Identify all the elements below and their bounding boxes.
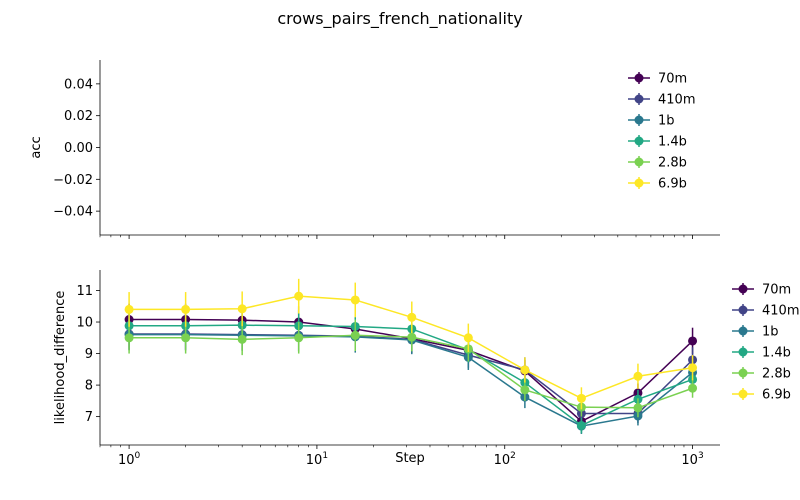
- data-point: [688, 363, 698, 373]
- data-point: [181, 304, 191, 314]
- data-point: [124, 304, 134, 314]
- legend-marker: [634, 94, 644, 104]
- y-axis-label: likelihood_difference: [53, 291, 68, 425]
- chart-title: crows_pairs_french_nationality: [277, 9, 522, 29]
- data-point: [350, 295, 360, 305]
- data-point: [294, 291, 304, 301]
- legend: 70m 410m 1b 1.4b 2.8b 6.9b: [732, 283, 799, 403]
- y-tick-label: 7: [85, 410, 93, 425]
- legend-marker: [738, 347, 748, 357]
- series-line: [129, 334, 693, 409]
- data-point: [633, 403, 643, 413]
- legend-label: 410m: [762, 304, 799, 319]
- x-tick-label: 103: [681, 451, 703, 468]
- legend-marker: [634, 115, 644, 125]
- data-point: [576, 420, 586, 430]
- legend-marker: [634, 73, 644, 83]
- y-tick-label: 11: [76, 284, 93, 299]
- x-axis-label: Step: [395, 451, 425, 466]
- x-tick-label: 100: [118, 451, 141, 468]
- legend-label: 2.8b: [762, 367, 791, 382]
- y-axis-label: acc: [29, 136, 44, 158]
- legend-label: 1.4b: [658, 135, 687, 150]
- data-point: [181, 333, 191, 343]
- data-point: [294, 333, 304, 343]
- legend-label: 6.9b: [762, 388, 791, 403]
- data-point: [124, 333, 134, 343]
- x-tick-label: 101: [306, 451, 328, 468]
- legend-label: 1b: [658, 114, 675, 129]
- data-point: [688, 383, 698, 393]
- data-point: [237, 334, 247, 344]
- data-point: [520, 385, 530, 395]
- data-point: [350, 330, 360, 340]
- data-point: [407, 332, 417, 342]
- y-tick-label: 9: [85, 347, 93, 362]
- series-line: [129, 295, 693, 400]
- series-line: [129, 333, 694, 415]
- legend-marker: [738, 305, 748, 315]
- data-point: [520, 365, 530, 375]
- series-70m: [124, 303, 698, 430]
- legend: 70m 410m 1b 1.4b 2.8b 6.9b: [628, 72, 695, 192]
- y-tick-label: 0.04: [64, 77, 93, 92]
- legend-label: 70m: [658, 72, 687, 87]
- y-tick-label: −0.04: [53, 205, 93, 220]
- series-1-4b: [124, 309, 698, 434]
- y-tick-label: 10: [76, 316, 93, 331]
- subplot-likelihood-difference: 7 8 9 10 11 likelihood_difference 100 101 102 103…: [53, 270, 799, 468]
- y-tick-label: 0.00: [64, 141, 93, 156]
- data-point: [237, 304, 247, 314]
- data-point: [633, 371, 643, 381]
- legend-marker: [738, 284, 748, 294]
- legend-marker: [634, 178, 644, 188]
- data-point: [463, 333, 473, 343]
- y-tick-label: 8: [85, 379, 93, 394]
- legend-marker: [738, 389, 748, 399]
- data-point: [688, 336, 698, 346]
- legend-marker: [634, 136, 644, 146]
- legend-marker: [738, 326, 748, 336]
- legend-label: 1.4b: [762, 346, 791, 361]
- legend-marker: [738, 368, 748, 378]
- legend-label: 1b: [762, 325, 779, 340]
- y-tick-label: −0.02: [53, 173, 93, 188]
- legend-label: 2.8b: [658, 156, 687, 171]
- x-tick-label: 102: [494, 451, 516, 468]
- legend-label: 410m: [658, 93, 695, 108]
- y-tick-label: 0.02: [64, 109, 93, 124]
- subplot-acc: 0.04 0.02 0.00 −0.02 −0.04 acc 70m 410m 1b 1.4b 2.…: [29, 60, 720, 239]
- legend-label: 70m: [762, 283, 791, 298]
- series-6-9b: [124, 278, 698, 410]
- legend-label: 6.9b: [658, 177, 687, 192]
- data-point: [407, 312, 417, 322]
- data-point: [576, 393, 586, 403]
- legend-marker: [634, 157, 644, 167]
